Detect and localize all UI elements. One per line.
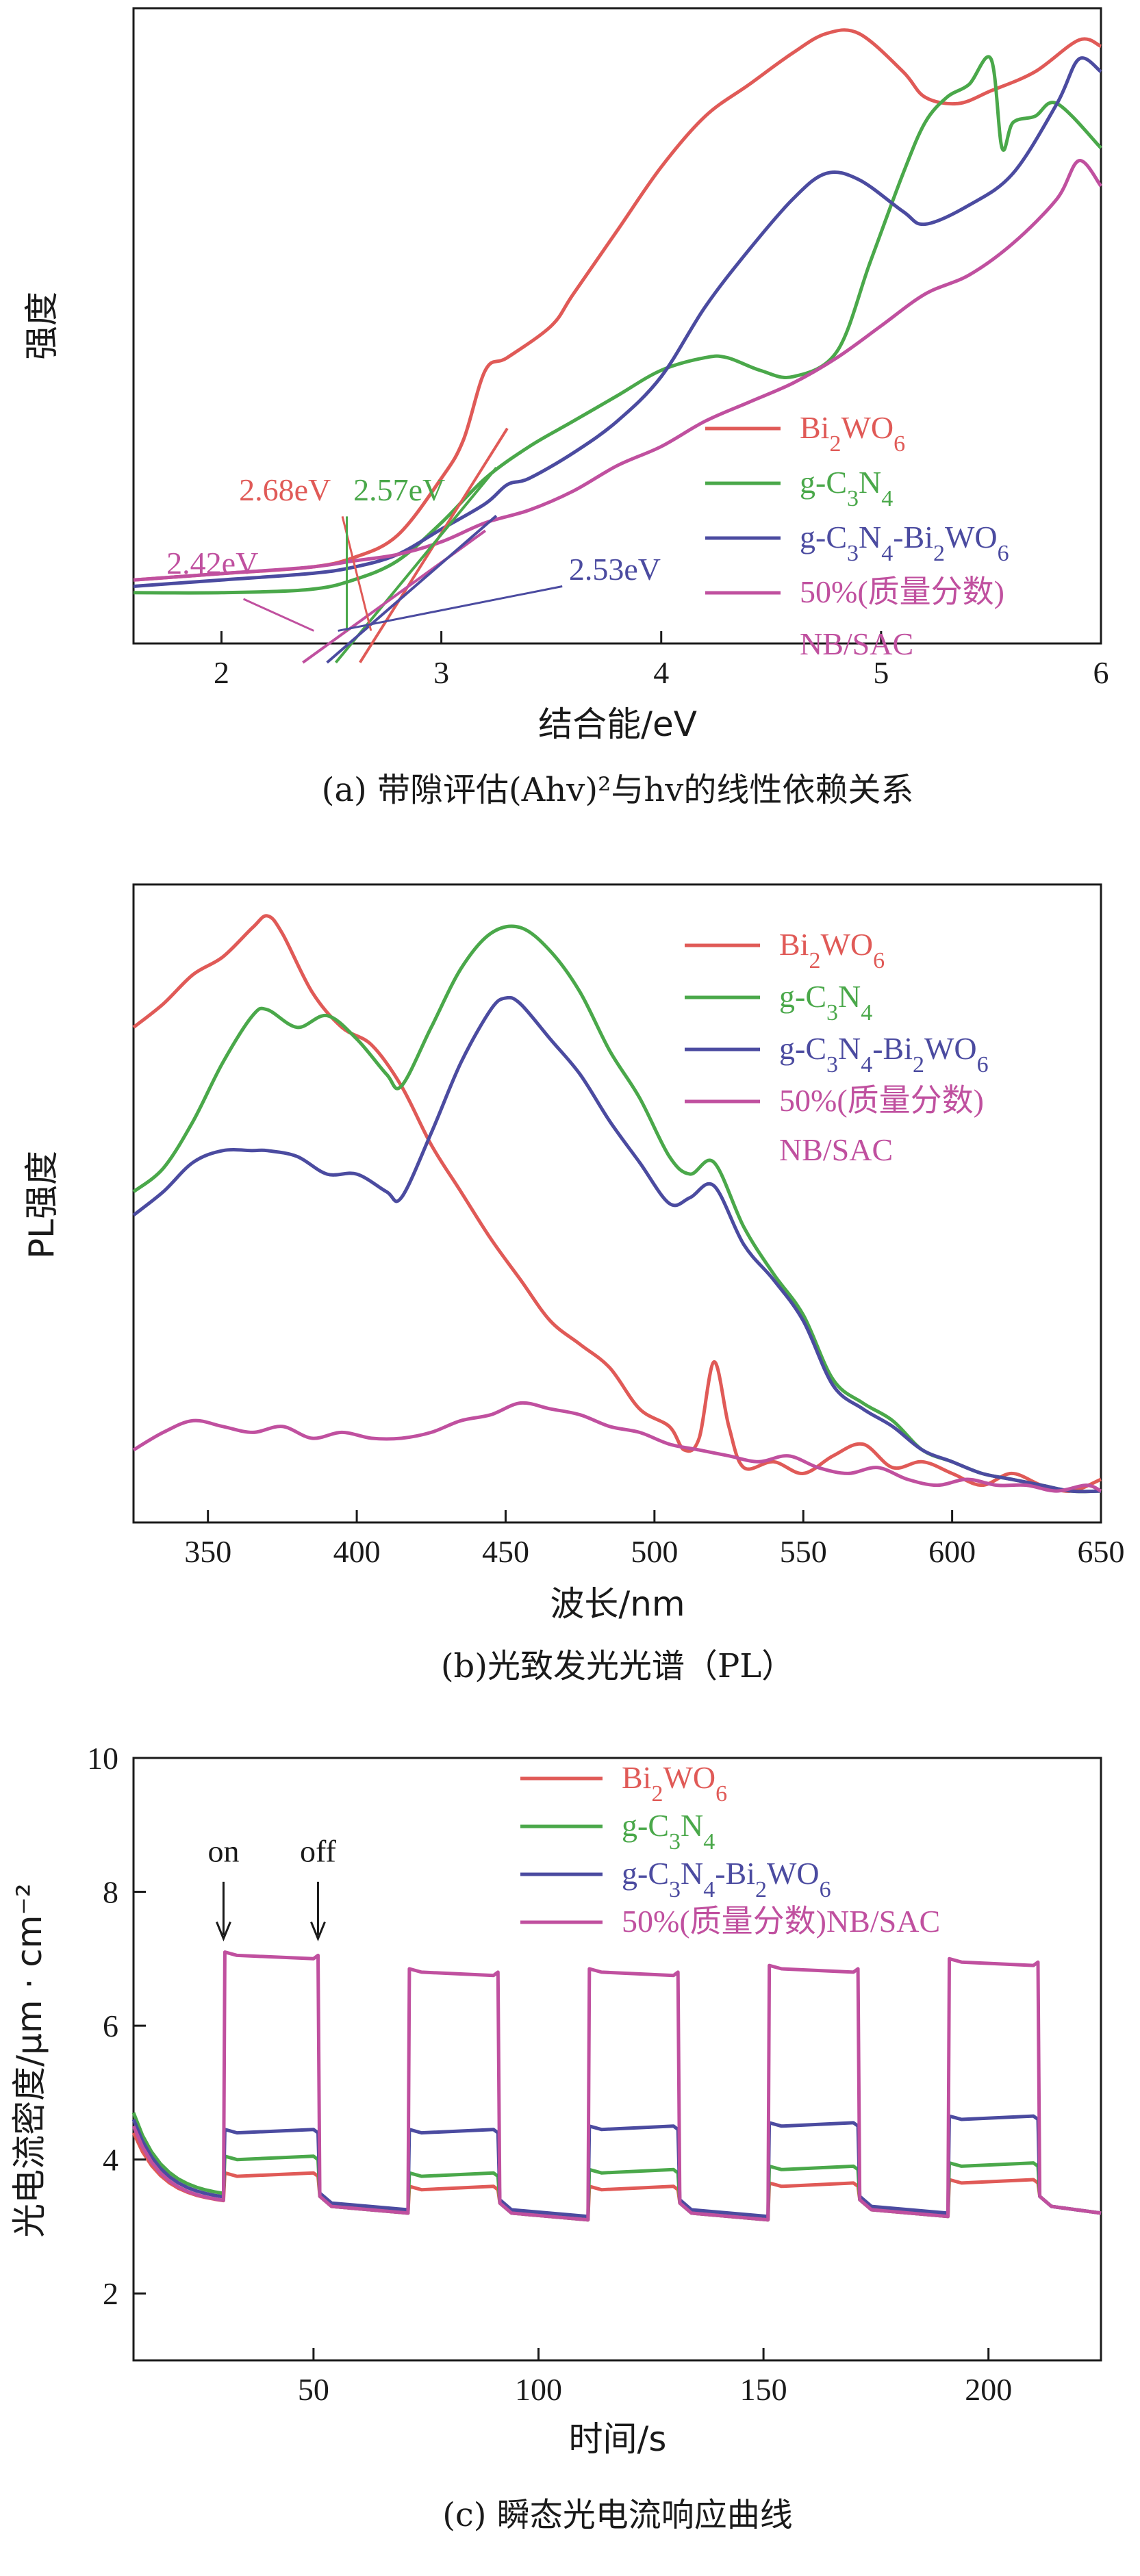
panel-c-ytick-label: 8 (103, 1875, 118, 1910)
panel-a-xtick-label: 6 (1093, 655, 1109, 690)
panel-c-xtick-label: 150 (740, 2372, 787, 2407)
panel-a-legend-label2-nbsac: NB/SAC (800, 626, 913, 661)
panel-c-arrow-label-off: off (300, 1834, 336, 1869)
panel-b-xtick-label: 350 (184, 1534, 231, 1569)
panel-a-annotation-comp: 2.53eV (569, 552, 661, 587)
panel-c-xtick-label: 200 (965, 2372, 1012, 2407)
panel-b-xtick-label: 400 (333, 1534, 381, 1569)
panel-c-ylabel: 光电流密度/μm · cm⁻² (10, 1883, 49, 2238)
panel-c-legend-label-gcn: g-C3N4 (622, 1808, 715, 1854)
panel-c-legend-label-bi2wo6: Bi2WO6 (622, 1760, 727, 1807)
panel-b-legend: Bi2WO6 g-C3N4 g-C3N4-Bi2WO6 50%(质量分数) NB/SAC (685, 927, 989, 1167)
panel-b-legend-label-gcn: g-C3N4 (779, 979, 872, 1025)
panel-c-ytick-label: 6 (103, 2008, 118, 2043)
panel-a-xtick-label: 5 (873, 655, 889, 690)
panel-b-xtick-label: 500 (631, 1534, 678, 1569)
panel-a: 2 3 4 5 6 强度 结合能/eV (a) 带隙评估(Ahv)²与hv的线性依赖关系… (22, 7, 1109, 809)
panel-a-xtick-label: 2 (214, 655, 229, 690)
panel-c-ytick-label: 4 (103, 2143, 118, 2178)
panel-b-series-bi2wo6 (132, 914, 1102, 1493)
panel-b-series-gcn (132, 924, 1102, 1494)
panel-a-annotation-nbsac: 2.42eV (166, 546, 258, 581)
panel-b-legend-label-bi2wo6: Bi2WO6 (779, 927, 885, 973)
panel-c-caption: (c) 瞬态光电流响应曲线 (442, 2496, 793, 2534)
panel-a-series-comp (133, 56, 1102, 588)
panel-c-series-comp (131, 2114, 1102, 2219)
panel-c-ytick-label: 10 (87, 1741, 118, 1776)
panel-a-legend: Bi2WO6 g-C3N4 g-C3N4-Bi2WO6 50%(质量分数) NB/SAC (705, 410, 1009, 661)
panel-a-annotations: 2.68eV 2.57eV 2.42eV 2.53eV (166, 472, 661, 632)
panel-c-series-nbsac (131, 1950, 1102, 2222)
panel-a-series-gcn (133, 55, 1102, 595)
panel-a-legend-label-comp: g-C3N4-Bi2WO6 (800, 520, 1009, 566)
panel-a-ylabel: 强度 (22, 292, 62, 360)
panel-a-series-bi2wo6 (133, 28, 1102, 582)
panel-b-caption: (b)光致发光光谱（PL） (441, 1647, 794, 1685)
panel-a-xtick-label: 3 (433, 655, 449, 690)
panel-c-legend-label-nbsac: 50%(质量分数)NB/SAC (622, 1904, 940, 1939)
panel-a-legend-label-bi2wo6: Bi2WO6 (800, 410, 905, 457)
panel-a-caption: (a) 带隙评估(Ahv)²与hv的线性依赖关系 (322, 771, 914, 809)
panel-c-series-bi2wo6 (131, 2132, 1102, 2222)
panel-a-xtick-label: 4 (653, 655, 669, 690)
panel-b-series-comp (132, 995, 1102, 1494)
panel-a-legend-label-nbsac: 50%(质量分数) (800, 574, 1004, 609)
panel-c-xtick-label: 100 (515, 2372, 562, 2407)
panel-c-legend-label-comp: g-C3N4-Bi2WO6 (622, 1856, 831, 1902)
panel-b-frame (132, 883, 1102, 1524)
panel-c-xlabel: 时间/s (569, 2419, 667, 2459)
panel-c-arrow-head (310, 1921, 326, 1941)
panel-a-annotation-leader-nbsac (242, 598, 314, 632)
panel-b-legend-label-nbsac: 50%(质量分数) (779, 1083, 984, 1118)
panel-b-xtick-label: 650 (1078, 1534, 1125, 1569)
panel-c-frame (132, 1757, 1102, 2362)
panel-b-legend-label-comp: g-C3N4-Bi2WO6 (779, 1031, 989, 1077)
panel-c-arrow-head (216, 1921, 231, 1941)
panel-a-fit-line-comp (326, 514, 498, 664)
panel-b-xtick-label: 450 (482, 1534, 529, 1569)
panel-b-legend-label2-nbsac: NB/SAC (779, 1132, 893, 1167)
panel-b-ylabel: PL强度 (22, 1151, 62, 1259)
panel-b-series-nbsac (132, 1401, 1102, 1493)
panel-a-legend-label-gcn: g-C3N4 (800, 465, 893, 511)
panel-b-xtick-label: 550 (780, 1534, 827, 1569)
panel-c-ytick-label: 2 (103, 2276, 118, 2311)
panel-c-on-off-arrows: on off (207, 1834, 337, 1941)
panel-c-arrow-label-on: on (207, 1834, 239, 1869)
panel-a-annotation-bi2wo6: 2.68eV (239, 472, 331, 507)
panel-b-xlabel: 波长/nm (550, 1584, 685, 1624)
panel-a-frame (132, 7, 1102, 645)
panel-b: 350 400 450 500 550 600 650 PL强度 波长/nm (b)光致发光… (22, 883, 1125, 1685)
panel-a-annotation-gcn: 2.57eV (353, 472, 445, 507)
panel-b-xtick-label: 600 (928, 1534, 976, 1569)
panel-c-xtick-label: 50 (298, 2372, 329, 2407)
panel-a-series-nbsac (133, 159, 1103, 582)
panel-a-xlabel: 结合能/eV (538, 704, 697, 744)
panel-a-annotation-leader-comp (338, 585, 563, 632)
